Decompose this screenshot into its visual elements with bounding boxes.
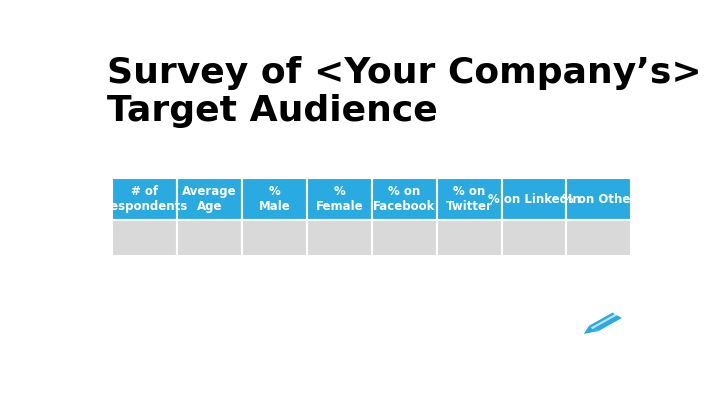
FancyBboxPatch shape: [242, 178, 307, 220]
Text: %
Male: % Male: [258, 185, 290, 213]
Text: % on Other: % on Other: [562, 192, 636, 206]
Polygon shape: [613, 310, 626, 318]
FancyBboxPatch shape: [177, 220, 242, 256]
FancyBboxPatch shape: [112, 178, 177, 220]
FancyBboxPatch shape: [372, 220, 436, 256]
FancyBboxPatch shape: [242, 220, 307, 256]
Text: Average
Age: Average Age: [182, 185, 237, 213]
FancyBboxPatch shape: [177, 178, 242, 220]
FancyBboxPatch shape: [307, 178, 372, 220]
FancyBboxPatch shape: [372, 178, 436, 220]
FancyBboxPatch shape: [502, 178, 567, 220]
Text: % on
Twitter: % on Twitter: [446, 185, 492, 213]
Text: %
Female: % Female: [315, 185, 363, 213]
Polygon shape: [584, 326, 598, 334]
FancyBboxPatch shape: [502, 220, 567, 256]
FancyBboxPatch shape: [307, 220, 372, 256]
Text: % on
Facebook: % on Facebook: [373, 185, 436, 213]
Polygon shape: [589, 313, 622, 331]
FancyBboxPatch shape: [567, 220, 631, 256]
FancyBboxPatch shape: [436, 220, 502, 256]
FancyBboxPatch shape: [112, 220, 177, 256]
FancyBboxPatch shape: [436, 178, 502, 220]
Text: # of
Respondents: # of Respondents: [102, 185, 188, 213]
Text: % on LinkedIn: % on LinkedIn: [487, 192, 580, 206]
Text: Survey of <Your Company’s>
Target Audience: Survey of <Your Company’s> Target Audien…: [107, 56, 701, 128]
FancyBboxPatch shape: [567, 178, 631, 220]
